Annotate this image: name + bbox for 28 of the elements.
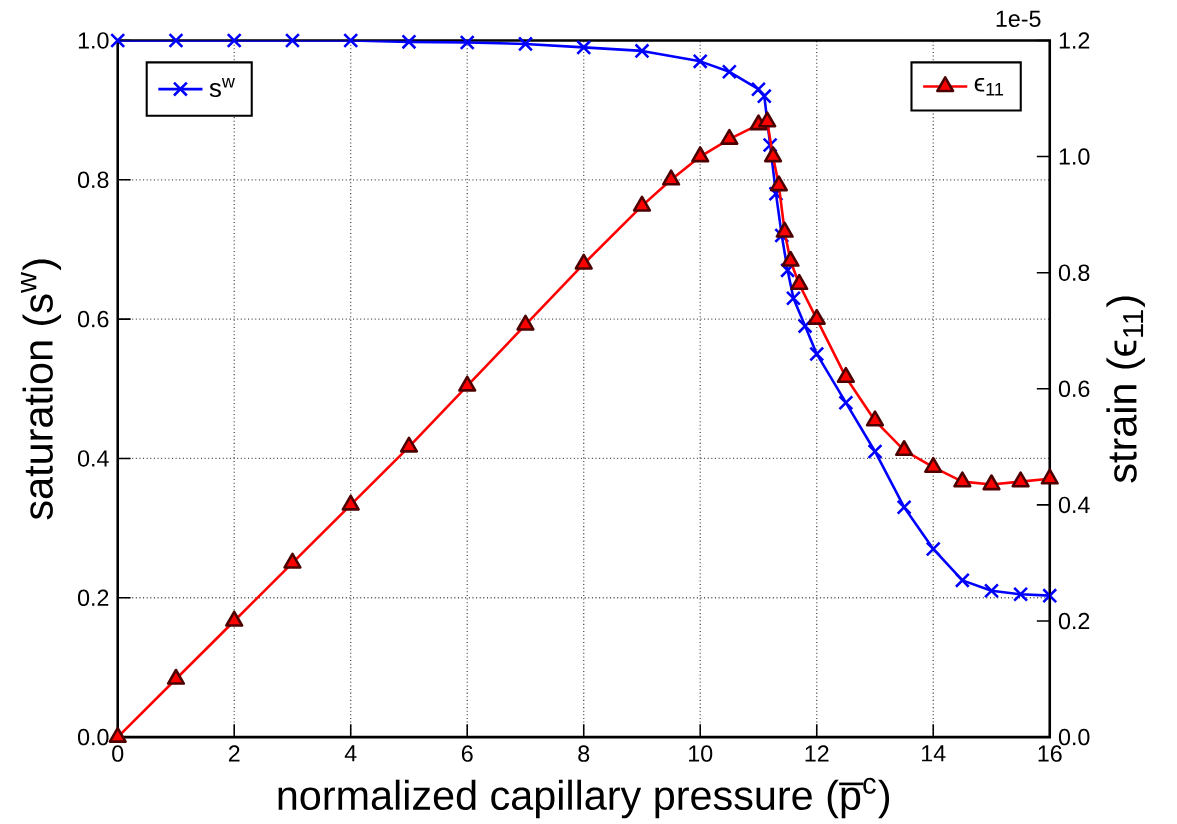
y2-tick-label: 1.0: [1059, 148, 1090, 165]
legend-label: s$^{w}$: [209, 77, 235, 98]
x-tick-label: 0: [112, 745, 124, 762]
text: 1e-5: [996, 10, 1041, 28]
y-tick-label: 0.0: [77, 728, 109, 746]
x-tick-label: 2: [228, 745, 240, 762]
y-axis-title: saturation (s$^{w}$): [21, 259, 62, 520]
y2-tick-label: 1.2: [1059, 32, 1090, 49]
y2-tick-label: 0.4: [1058, 496, 1090, 514]
x-tick-label: 8: [578, 745, 590, 762]
x-tick-label: 16: [1038, 745, 1062, 762]
y-tick-label: 0.6: [77, 310, 109, 328]
legend-label: ϵ$_{11}$: [974, 77, 1004, 96]
x-tick-label: 12: [805, 745, 829, 762]
x-tick-label: 6: [461, 745, 473, 762]
y2-axis-title: strain (ϵ$_{11}$): [1106, 296, 1145, 483]
y-tick-label: 0.8: [77, 171, 109, 189]
y2-tick-label: 0.8: [1058, 264, 1090, 281]
y-tick-label: 1.0: [78, 32, 109, 49]
x-tick-label: 10: [689, 745, 713, 762]
x-axis-title: normalized capillary pressure (p̅$^{c}$): [278, 777, 890, 819]
x-tick-label: 4: [344, 745, 357, 762]
y-tick-label: 0.2: [77, 589, 109, 607]
x-tick-label: 14: [922, 745, 946, 762]
y2-tick-label: 0.6: [1058, 380, 1090, 398]
y-tick-label: 0.4: [77, 450, 109, 467]
y2-tick-label: 0.2: [1058, 612, 1090, 630]
y2-tick-label: 0.0: [1058, 728, 1090, 746]
